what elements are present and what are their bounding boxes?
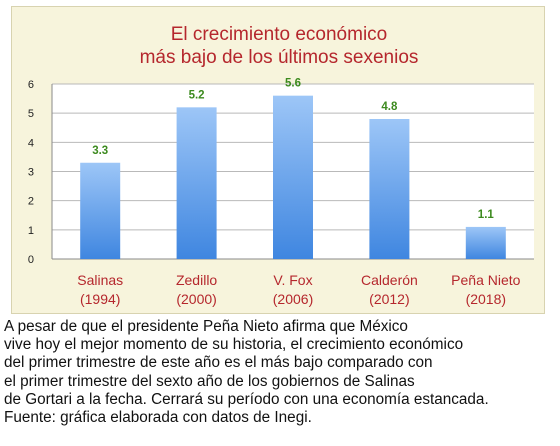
bar [80,162,121,259]
caption-line: del primer trimestre de este año es el m… [4,354,433,372]
data-label: 5.2 [189,89,205,101]
y-tick-label: 0 [28,254,34,266]
category-label: Calderón [361,272,418,288]
data-label: 1.1 [478,209,495,221]
caption: A pesar de que el presidente Peña Nieto … [4,318,556,427]
y-tick-label: 6 [28,79,34,91]
data-label: 4.8 [381,101,398,113]
data-label: 3.3 [92,145,108,157]
y-tick-label: 3 [28,167,34,179]
category-label: (2006) [273,291,313,307]
chart-title-line: más bajo de los últimos sexenios [140,47,419,68]
category-label: Salinas [77,272,123,288]
bar [176,107,217,259]
data-label: 5.6 [285,78,301,90]
caption-line: A pesar de que el presidente Peña Nieto … [4,318,408,335]
bar [273,95,313,260]
category-label: Peña Nieto [451,272,520,288]
category-label: (2018) [466,291,506,307]
caption-line: vive hoy el mejor momento de su historia… [4,336,464,354]
bar [465,226,506,259]
chart-panel: El crecimiento económico más bajo de los … [11,6,545,314]
category-label: V. Fox [273,272,312,288]
category-label: (2000) [176,291,216,307]
chart-title-line: El crecimiento económico [171,24,387,45]
caption-line: el primer trimestre del sexto año de los… [4,372,415,390]
category-label: (1994) [80,291,120,307]
category-label: Zedillo [176,272,217,288]
y-tick-label: 4 [28,137,34,149]
y-tick-label: 5 [28,108,34,120]
category-label: (2012) [369,291,409,307]
caption-line: de Gortari a la fecha. Cerrará su períod… [4,390,489,408]
y-tick-label: 2 [28,196,34,208]
bar [369,119,410,259]
caption-source: Fuente: gráfica elaborada con datos de I… [4,409,312,427]
y-tick-label: 1 [28,225,34,237]
